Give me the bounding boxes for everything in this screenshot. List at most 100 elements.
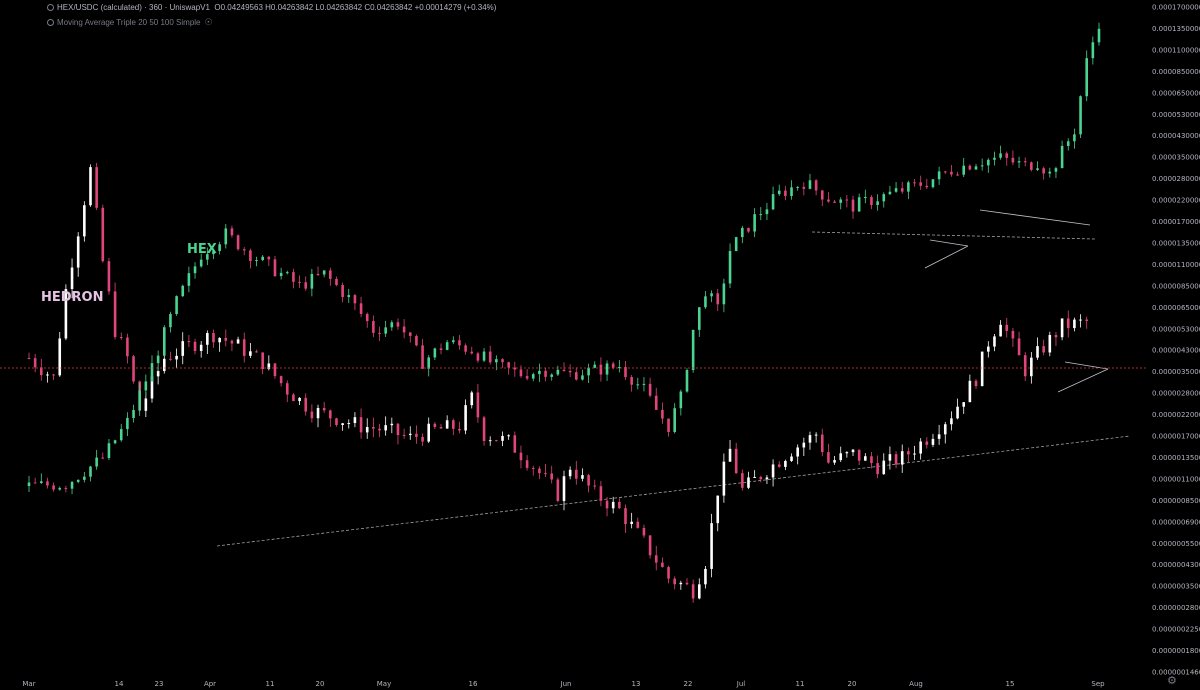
candle-body [445, 420, 449, 429]
x-tick-label: 22 [684, 680, 693, 688]
candle-body [716, 495, 720, 524]
y-tick-label: 0.0000220000 [1152, 197, 1200, 205]
candle-body [1042, 168, 1045, 174]
candle-body [1023, 161, 1027, 163]
candle-body [255, 351, 258, 353]
candle-body [445, 342, 449, 350]
candle-body [1079, 96, 1082, 135]
candle-body [888, 191, 892, 195]
trendline[interactable] [924, 245, 969, 269]
candle-body [937, 434, 941, 439]
candle-body [513, 435, 517, 453]
candle-body [27, 358, 31, 359]
candle-body [76, 479, 80, 482]
candle-body [599, 364, 603, 375]
trendline[interactable] [979, 209, 1091, 226]
candle-body [507, 362, 510, 368]
candle-body [267, 256, 271, 260]
candle-body [870, 456, 873, 464]
y-tick-label: 0.0000011000 [1152, 475, 1200, 483]
candle-body [206, 254, 209, 260]
candle-body [587, 475, 590, 486]
candle-body [722, 461, 726, 496]
candle-body [1017, 161, 1021, 163]
indicator-name: Moving Average Triple 20 50 100 Simple [57, 18, 201, 27]
candle-body [568, 370, 572, 373]
candle-body [433, 423, 437, 428]
candle-body [156, 371, 160, 377]
trendline[interactable] [216, 435, 1131, 547]
candle-body [900, 451, 904, 465]
candle-body [144, 398, 148, 411]
candle-body [974, 166, 978, 170]
candle-body [101, 457, 105, 459]
candle-body [716, 293, 720, 305]
candle-body [636, 384, 640, 386]
candle-body [365, 313, 369, 322]
candle-body [39, 367, 43, 376]
candle-body [329, 270, 332, 279]
indicator-legend[interactable]: Moving Average Triple 20 50 100 Simple ☉ [47, 17, 213, 28]
symbol-title[interactable]: HEX/USDC (calculated) · 360 · UniswapV1 [57, 3, 210, 12]
candle-body [292, 272, 295, 282]
candle-body [470, 351, 474, 354]
candle-body [1073, 134, 1076, 142]
candle-body [894, 188, 898, 192]
candle-body [796, 186, 799, 188]
candle-body [648, 535, 652, 556]
candle-body [605, 363, 609, 375]
x-tick-label: 20 [316, 680, 325, 688]
trendline[interactable] [929, 239, 969, 247]
candle-body [820, 434, 824, 453]
settings-gear-icon[interactable]: ⚙ [1167, 675, 1177, 687]
candle-body [150, 363, 154, 382]
y-tick-label: 0.0000005500 [1152, 540, 1200, 548]
eye-icon[interactable]: ☉ [204, 17, 213, 27]
trendline[interactable] [1057, 368, 1109, 393]
trendline[interactable] [811, 231, 1096, 240]
candle-body [249, 250, 252, 261]
candle-body [876, 463, 879, 475]
candle-body [704, 568, 707, 585]
candle-body [415, 335, 418, 346]
candle-body [907, 182, 910, 192]
candle-body [581, 375, 584, 380]
y-tick-label: 0.0000001460 [1152, 669, 1200, 677]
candle-body [415, 433, 418, 437]
time-axis[interactable]: Mar 14 23 Apr 11 20 May 16 Jun 13 22 Jul 11 20 Aug 15 Se… [22, 680, 1105, 688]
candle-body [390, 423, 394, 426]
candle-body [784, 190, 787, 196]
candle-body [845, 199, 849, 201]
candle-body [83, 205, 86, 237]
candle-body [193, 266, 197, 274]
candle-body [538, 370, 541, 375]
candle-body [236, 339, 240, 344]
candle-body [212, 250, 215, 255]
candle-body [304, 282, 308, 289]
candle-body [476, 392, 480, 418]
price-axis[interactable]: 0.0001700000 0.0001350000 0.0001100000 0.00… [1148, 0, 1200, 690]
candle-body [482, 351, 486, 361]
candle-body [1097, 28, 1101, 43]
candle-body [107, 261, 111, 292]
candle-body [464, 345, 467, 352]
candle-body [439, 348, 443, 350]
candle-body [396, 322, 400, 327]
candle-body [550, 473, 554, 480]
candle-body [654, 555, 658, 563]
candle-body [882, 194, 886, 202]
candle-body [452, 420, 455, 429]
candle-body [876, 201, 879, 205]
candle-body [193, 341, 197, 351]
candle-body [169, 358, 172, 360]
candle-body [1085, 58, 1089, 97]
candle-body [574, 372, 578, 380]
candle-body [790, 456, 793, 461]
candle-body [962, 165, 966, 175]
candle-body [1091, 42, 1095, 59]
candle-body [864, 197, 867, 199]
candle-body [999, 153, 1002, 158]
candle-body [691, 584, 695, 599]
candle-body [341, 423, 344, 426]
